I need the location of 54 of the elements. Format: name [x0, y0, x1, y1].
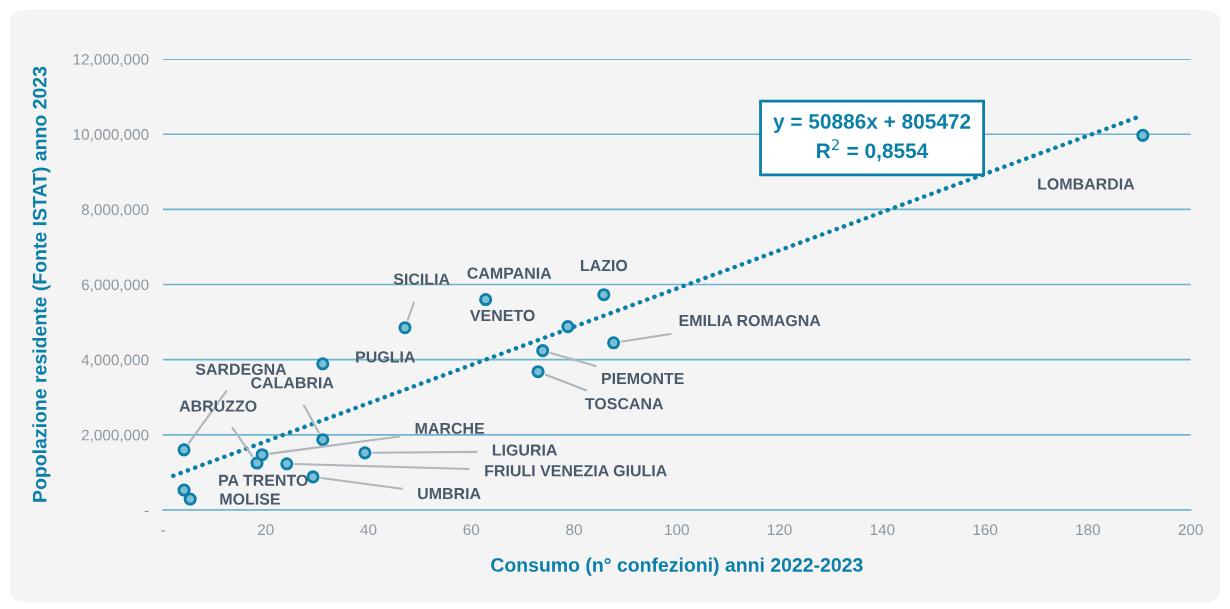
point: [531, 365, 545, 379]
x-tick-label: 20: [258, 524, 274, 536]
x-tick-label: 80: [566, 524, 582, 536]
x-tick-label: 160: [973, 524, 998, 536]
x-tick-label: 60: [463, 524, 480, 536]
x-tick-label: 180: [1076, 524, 1101, 536]
y-axis-title: Popolazione residente (Fonte ISTAT) anno 2023: [32, 66, 51, 502]
annotation: PIEMONTE: [602, 372, 684, 385]
annotation: EMILIA ROMAGNA: [679, 314, 821, 327]
point: [536, 344, 550, 358]
annotation: VENETO: [470, 309, 535, 322]
point: [561, 320, 575, 334]
annotation: ABRUZZO: [179, 400, 257, 412]
annotation: LAZIO: [580, 259, 628, 272]
point: [316, 433, 330, 447]
point: [280, 457, 294, 471]
point: [597, 288, 611, 302]
point: [255, 448, 269, 462]
annotation: UMBRIA: [418, 488, 481, 500]
point: [177, 483, 191, 497]
y-tick-label: 8,000,000: [81, 204, 149, 217]
x-tick-label: 120: [768, 524, 792, 536]
point: [177, 443, 191, 457]
annotation: LIGURIA: [492, 444, 558, 456]
point: [479, 293, 493, 307]
x-tick-label: -: [161, 530, 165, 532]
point: [183, 492, 197, 506]
annotation: MARCHE: [415, 422, 485, 435]
annotation: PA TRENTO: [219, 474, 308, 487]
x-tick-label: 140: [870, 524, 895, 536]
annotation: TOSCANA: [585, 398, 664, 410]
y-tick-label: 2,000,000: [81, 429, 149, 443]
x-axis-title: Consumo (n° confezioni) anni 2022-2023: [491, 557, 863, 576]
annotation: MOLISE: [220, 493, 280, 505]
y-tick-label: 12,000,000: [73, 53, 149, 67]
y-tick-label: 4,000,000: [81, 354, 149, 368]
point: [316, 357, 330, 371]
annotation: y = 50886x + 805472 R$^{2}$ = 0,8554: [773, 114, 971, 162]
annotation: SARDEGNA: [195, 363, 287, 375]
annotation: SICILIA: [393, 273, 450, 285]
point: [358, 446, 372, 460]
x-tick-label: 100: [665, 524, 689, 536]
y-tick-label: 6,000,000: [81, 279, 149, 293]
annotation: CALABRIA: [251, 377, 334, 389]
annotation: CAMPANIA: [467, 267, 552, 279]
y-tick-label: -: [144, 510, 149, 513]
point: [398, 321, 412, 335]
annotation: LOMBARDIA: [1038, 178, 1135, 190]
y-tick-label: 10,000,000: [73, 129, 149, 142]
x-tick-label: 40: [360, 524, 377, 536]
point: [1136, 128, 1150, 142]
point: [607, 336, 621, 350]
x-tick-label: 200: [1178, 524, 1203, 536]
annotation: FRIULI VENEZIA GIULIA: [485, 465, 667, 477]
